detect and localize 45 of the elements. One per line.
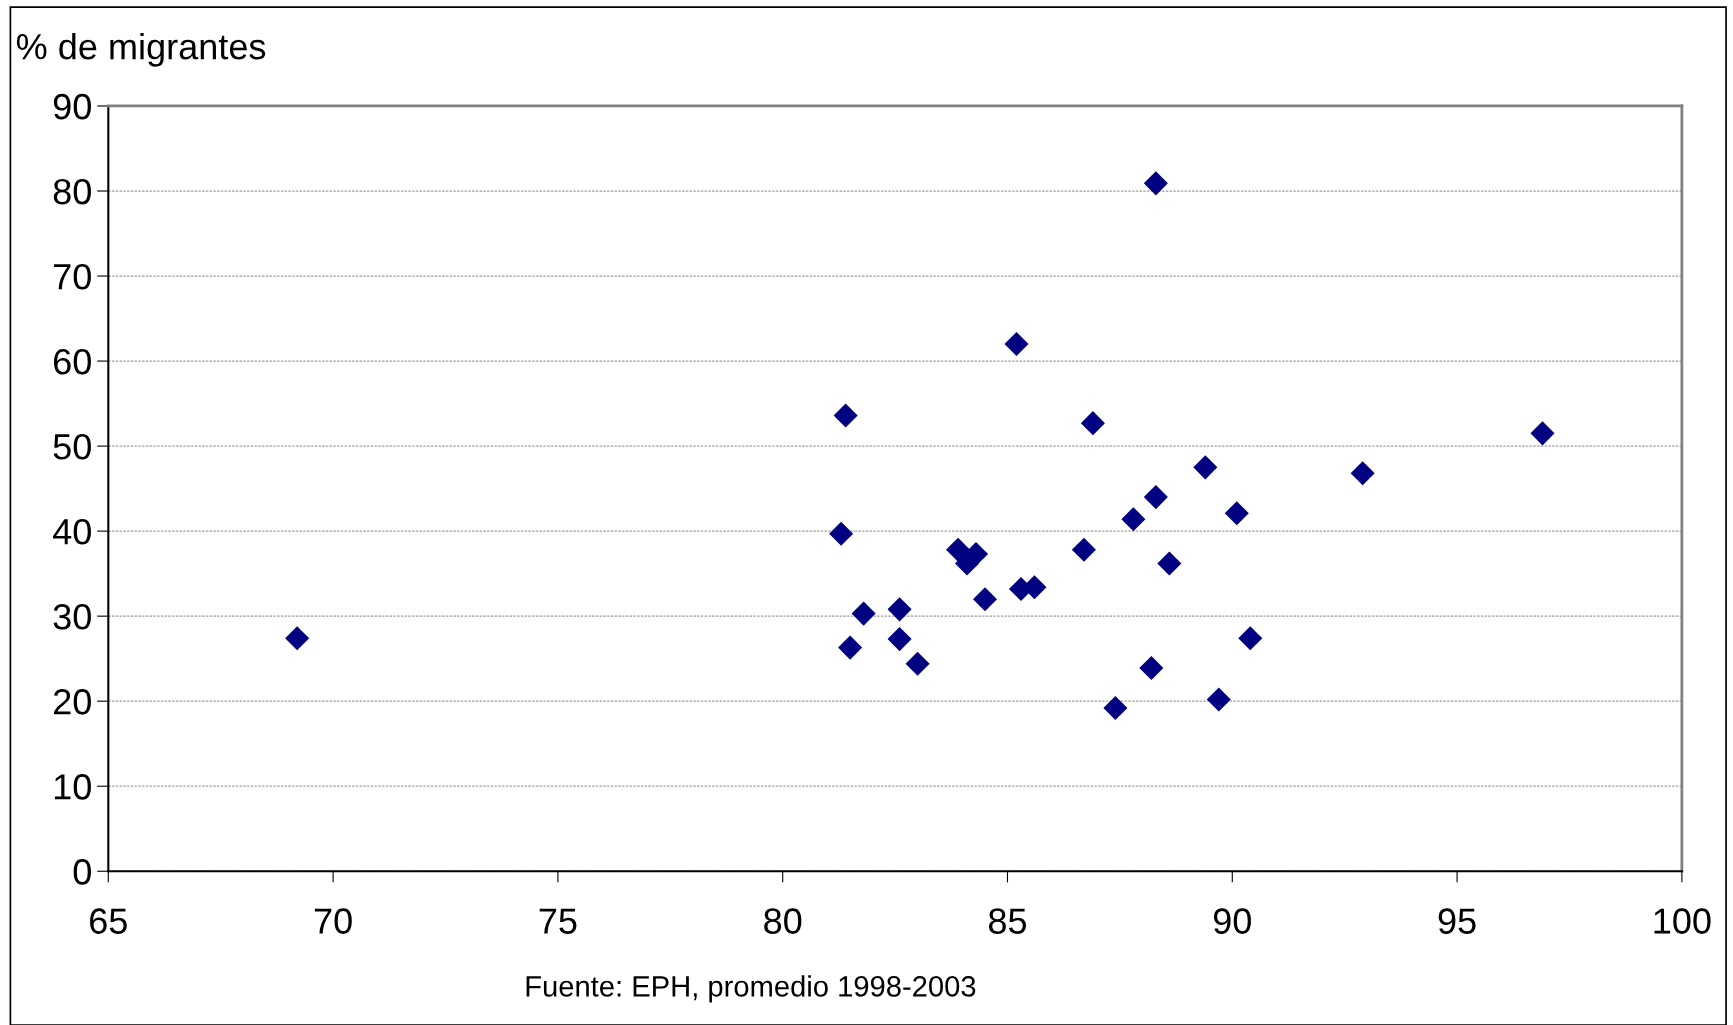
point — [946, 537, 971, 562]
point — [829, 521, 854, 546]
point — [833, 403, 858, 428]
point — [1103, 695, 1128, 721]
point — [851, 601, 876, 626]
point — [1238, 626, 1263, 651]
point — [887, 627, 912, 652]
x-tick-label: 90 — [1213, 908, 1251, 934]
y-axis-title: % de migrantes — [16, 32, 266, 67]
y-tick-label: 0 — [73, 859, 91, 885]
point — [1080, 411, 1105, 436]
y-tick-label: 70 — [54, 263, 91, 290]
y-tick-label: 10 — [54, 774, 91, 800]
y-tick-label: 60 — [54, 348, 91, 375]
y-tick-label: 90 — [53, 93, 91, 120]
point — [905, 651, 930, 676]
point — [1350, 461, 1375, 486]
point — [1143, 171, 1168, 196]
y-tick-label: 50 — [53, 433, 91, 460]
x-tick-label: 100 — [1654, 908, 1711, 934]
point — [1530, 421, 1555, 446]
point — [285, 626, 310, 651]
point — [1139, 656, 1164, 681]
y-tick-label: 30 — [53, 604, 91, 630]
point — [1143, 485, 1168, 510]
point — [838, 635, 863, 660]
point — [1121, 507, 1146, 532]
y-tick-label: 80 — [53, 178, 91, 205]
point — [887, 597, 912, 622]
x-tick-label: 75 — [539, 908, 577, 934]
point — [1004, 332, 1029, 357]
x-tick-label: 65 — [90, 908, 127, 934]
point — [1193, 455, 1218, 480]
point — [1071, 537, 1096, 562]
point — [1206, 687, 1231, 712]
x-tick-label: 85 — [988, 908, 1027, 934]
point — [972, 587, 998, 612]
x-tick-label: 70 — [314, 908, 352, 934]
point — [1224, 501, 1249, 526]
source-note: Fuente: EPH, promedio 1998-2003 — [526, 975, 976, 1003]
y-tick-label: 20 — [53, 689, 91, 715]
x-tick-label: 95 — [1438, 908, 1476, 934]
point — [1157, 551, 1182, 576]
y-tick-label: 40 — [53, 519, 91, 545]
x-tick-label: 80 — [764, 908, 802, 934]
